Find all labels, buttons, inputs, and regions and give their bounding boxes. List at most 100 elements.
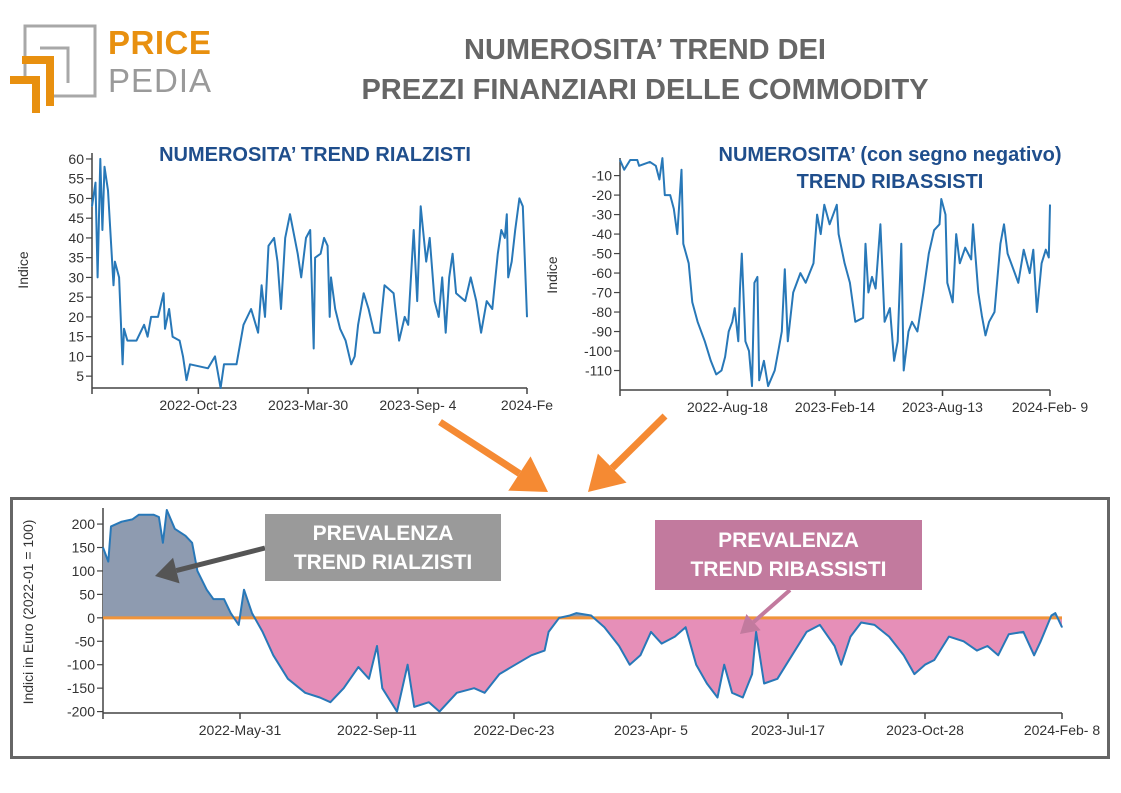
data-point xyxy=(413,706,415,708)
y-tick-label: 100 xyxy=(72,563,96,579)
data-point xyxy=(219,387,222,389)
data-point xyxy=(138,514,140,516)
data-point xyxy=(897,340,899,342)
x-tick-label: 2024-Feb- 8 xyxy=(1024,722,1100,738)
data-point xyxy=(944,213,947,216)
chart-balance: 200 150 100 50 0 -50 -100 -150 -200 2022-May-31 20… xyxy=(20,508,1100,738)
data-point xyxy=(763,360,765,362)
data-point xyxy=(357,666,359,668)
data-point xyxy=(297,253,299,255)
data-point xyxy=(102,546,104,549)
data-point xyxy=(107,560,109,563)
data-point xyxy=(695,664,697,666)
x-tick-label: 2023-Jul-17 xyxy=(751,722,825,738)
data-point xyxy=(1023,249,1025,251)
data-point xyxy=(806,631,808,633)
y-tick-label: 30 xyxy=(68,269,84,285)
annotation-downtrend-prevalence: PREVALENZA TREND RIBASSISTI xyxy=(655,520,922,590)
data-point xyxy=(304,692,306,694)
data-point xyxy=(452,253,454,255)
arrow-shaft xyxy=(609,413,668,471)
page-title-line-1: NUMEROSITA’ TREND DEI xyxy=(464,34,826,66)
data-point xyxy=(504,237,506,239)
data-point xyxy=(603,626,606,628)
data-point xyxy=(744,340,747,342)
data-point xyxy=(323,237,325,239)
data-point xyxy=(697,321,699,323)
data-point xyxy=(223,363,225,365)
data-point xyxy=(206,589,208,591)
data-point xyxy=(339,328,341,330)
data-point xyxy=(166,509,168,511)
data-point xyxy=(650,631,652,633)
data-point xyxy=(212,598,214,600)
data-point xyxy=(251,612,253,614)
data-point xyxy=(988,321,990,323)
data-point xyxy=(94,182,97,184)
logo-text-price: PRICE xyxy=(108,24,212,61)
data-point xyxy=(837,233,840,235)
chart-title-downtrends-line-2: TREND RIBASSISTI xyxy=(796,171,984,193)
data-point xyxy=(157,316,159,318)
data-point xyxy=(972,223,974,225)
arrow-shaft xyxy=(438,419,522,477)
data-point xyxy=(262,631,264,633)
data-point xyxy=(428,701,430,703)
y-tick-label: 5 xyxy=(76,368,84,384)
data-point xyxy=(313,347,315,350)
y-tick-label: 25 xyxy=(68,289,84,305)
data-point xyxy=(1061,626,1063,628)
data-point xyxy=(840,664,842,666)
y-tick-label: -100 xyxy=(67,657,95,673)
data-point xyxy=(787,340,789,342)
data-point xyxy=(680,169,683,171)
y-tick-label: -100 xyxy=(584,343,612,359)
data-point xyxy=(1045,249,1047,251)
data-point xyxy=(158,516,160,518)
data-point xyxy=(448,276,450,279)
data-point xyxy=(661,157,664,159)
data-point xyxy=(829,223,831,225)
y-tick-label: -10 xyxy=(592,168,612,184)
data-point xyxy=(706,682,708,685)
data-point xyxy=(547,631,550,633)
x-tick-label: 2024-Fe xyxy=(501,397,553,413)
data-point xyxy=(618,645,620,647)
data-point xyxy=(456,692,458,694)
data-point xyxy=(507,276,509,279)
chart-title-downtrends-line-1: NUMEROSITA’ (con segno negativo) xyxy=(718,144,1062,166)
data-point xyxy=(484,692,486,694)
page-title: NUMEROSITA’ TREND DEI PREZZI FINANZIARI … xyxy=(250,30,1040,110)
data-point xyxy=(357,324,359,326)
data-point xyxy=(619,159,621,161)
x-tick-label: 2023-Apr- 5 xyxy=(614,722,688,738)
data-point xyxy=(319,696,321,699)
data-point xyxy=(946,282,948,284)
data-point xyxy=(849,282,851,284)
data-point xyxy=(143,324,145,326)
data-point xyxy=(429,237,431,239)
x-tick-label: 2023-Oct-28 xyxy=(886,722,964,738)
data-point xyxy=(235,363,238,365)
data-point xyxy=(425,261,427,263)
data-point xyxy=(724,356,726,358)
chart-title-uptrends-text: NUMEROSITA’ TREND RIALZISTI xyxy=(159,144,471,166)
data-point xyxy=(260,284,263,286)
data-point xyxy=(392,292,395,294)
y-tick-label: 55 xyxy=(68,171,84,187)
data-point xyxy=(575,612,578,614)
data-point xyxy=(96,276,99,279)
data-point xyxy=(933,229,935,231)
data-point xyxy=(416,300,418,302)
x-tick-label: 2022-Dec-23 xyxy=(474,722,555,738)
data-point xyxy=(455,292,457,294)
data-point xyxy=(334,308,336,310)
data-point xyxy=(343,687,345,689)
data-point xyxy=(986,645,989,647)
data-point xyxy=(162,542,164,544)
data-point xyxy=(723,664,725,666)
y-tick-label: 15 xyxy=(68,329,84,345)
data-point xyxy=(511,261,513,263)
x-tick-label: 2023-Mar-30 xyxy=(268,397,348,413)
data-point xyxy=(486,300,488,302)
